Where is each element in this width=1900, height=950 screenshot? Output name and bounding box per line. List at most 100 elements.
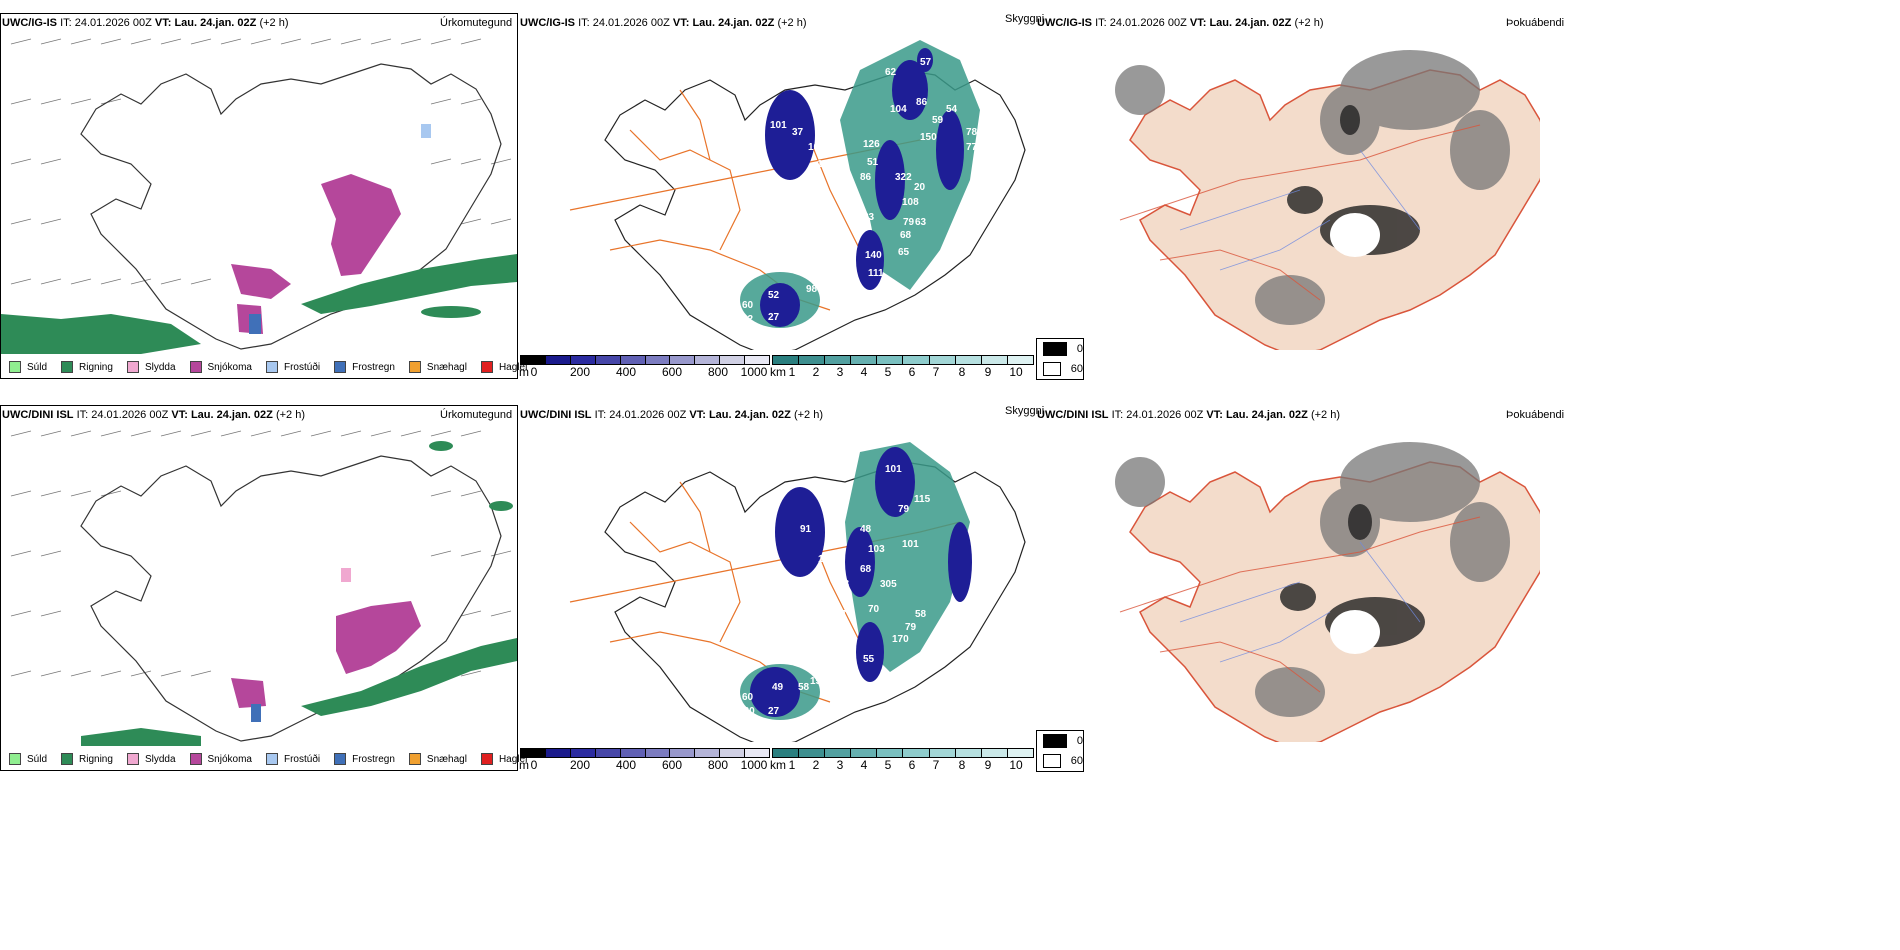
- cloud-value: 77: [966, 142, 978, 153]
- cloud-values-2: 84 101 79 115 101 91 107 48 103 68 82 30…: [650, 464, 931, 717]
- cloud-value: 68: [860, 564, 872, 575]
- cloud-value: 58: [798, 682, 810, 693]
- cloud-value: 104: [890, 104, 907, 115]
- cloud-value: 322: [895, 172, 912, 183]
- colorbar-swatch: [570, 356, 596, 364]
- cloud-value: 82: [790, 579, 802, 590]
- precip-legend-2: Súld Rigning Slydda Snjókoma Frostúði Fr…: [1, 748, 533, 770]
- colorbar-swatch: [620, 749, 646, 757]
- header-row-2-b: UWC/DINI ISL IT: 24.01.2026 00Z VT: Lau.…: [520, 409, 823, 421]
- header-row-1-c: UWC/IG-IS IT: 24.01.2026 00Z VT: Lau. 24…: [1037, 17, 1324, 29]
- cloud-value: 101: [885, 464, 902, 475]
- precip-type-map-2: [1, 406, 517, 746]
- wind-barbs: [10, 38, 512, 285]
- colorbar-swatch: [695, 356, 721, 364]
- colorbar-swatch: [773, 356, 800, 364]
- colorbar-swatch: [595, 749, 621, 757]
- precip-type-panel-1: Súld Rigning Slydda Snjókoma Frostúði Fr…: [0, 13, 527, 379]
- fog-legend-1: 0 60: [1036, 338, 1084, 380]
- cloud-value: 60: [742, 300, 754, 311]
- cloud-value: 57: [920, 57, 932, 68]
- colorbar-swatch: [645, 356, 671, 364]
- cloud-value: 84: [650, 464, 662, 475]
- colorbar-swatch: [773, 749, 800, 757]
- panel-title-cloud-1: Skyggni: [1005, 13, 1045, 25]
- colorbar-swatch: [825, 356, 852, 364]
- cloud-value: 83: [863, 212, 875, 223]
- cloud-value: 37: [792, 127, 804, 138]
- panel-title-precip-1: Úrkomutegund: [440, 17, 513, 29]
- cloud-value: 65: [898, 247, 910, 258]
- cloud-value: 22: [742, 314, 754, 325]
- colorbar-swatch: [981, 749, 1008, 757]
- cloud-value: 58: [915, 609, 927, 620]
- cloud-value: 48: [860, 524, 872, 535]
- visibility-colorbar-1: km 1 2 3 4 5 6 7 8 9 10: [770, 355, 1034, 379]
- cloud-value: 107: [808, 142, 825, 153]
- cloud-value: 27: [768, 706, 780, 717]
- colorbar-swatch: [877, 356, 904, 364]
- cloud-value: 120: [738, 706, 755, 717]
- cloud-value: 86: [860, 172, 872, 183]
- colorbar-swatch: [1007, 749, 1033, 757]
- cloud-value: 51: [867, 157, 879, 168]
- precip-snow: [231, 174, 401, 334]
- fog-map-1: [1115, 50, 1540, 350]
- cloud-value: 96: [645, 77, 657, 88]
- panel-title-fog-1: Þokuábendi: [1506, 17, 1565, 29]
- header-row-1-b: UWC/IG-IS IT: 24.01.2026 00Z VT: Lau. 24…: [520, 17, 807, 29]
- precip-rain: [1, 254, 517, 354]
- cloud-value: 109: [817, 159, 834, 170]
- colorbar-swatch: [695, 749, 721, 757]
- fog-legend-2: 0 60: [1036, 730, 1084, 772]
- colorbar-swatch: [851, 749, 878, 757]
- cloud-value: 55: [863, 654, 875, 665]
- visibility-colorbar-2: km 1 2 3 4 5 6 7 8 9 10: [770, 748, 1034, 772]
- fog-map-2: [1115, 442, 1540, 742]
- precip-type-map-1: [1, 14, 517, 354]
- cloud-value: 20: [914, 182, 926, 193]
- colorbar-swatch: [929, 749, 956, 757]
- colorbar-swatch: [645, 749, 671, 757]
- cloud-value: 49: [772, 682, 784, 693]
- cloud-value: 52: [768, 290, 780, 301]
- cloud-value: 86: [916, 97, 928, 108]
- colorbar-swatch: [521, 356, 546, 364]
- cloud-value: 115: [914, 494, 931, 505]
- colorbar-swatch: [570, 749, 596, 757]
- cloud-value: 150: [920, 132, 937, 143]
- cloud-value: 78: [966, 127, 978, 138]
- cloud-value: 140: [865, 250, 882, 261]
- cloud-value: 98: [806, 284, 818, 295]
- colorbar-swatch: [955, 749, 982, 757]
- colorbar-swatch: [745, 749, 770, 757]
- colorbar-swatch: [903, 749, 930, 757]
- colorbar-swatch: [955, 356, 982, 364]
- cloud-value: 68: [900, 230, 912, 241]
- cloud-value: 59: [932, 115, 944, 126]
- cloud-value: 68: [838, 579, 850, 590]
- panel-title-cloud-2: Skyggni: [1005, 405, 1045, 417]
- colorbar-swatch: [903, 356, 930, 364]
- colorbar-swatch: [595, 356, 621, 364]
- cloud-value: 170: [892, 634, 909, 645]
- colorbar-swatch: [877, 749, 904, 757]
- panel-title-precip-2: Úrkomutegund: [440, 409, 513, 421]
- cloud-value: 103: [868, 544, 885, 555]
- cloud-value: 27: [768, 312, 780, 323]
- cloud-value: 70: [868, 604, 880, 615]
- colorbar-swatch: [851, 356, 878, 364]
- colorbar-swatch: [799, 356, 826, 364]
- colorbar-swatch: [545, 749, 571, 757]
- ceiling-colorbar-2: m 0 200 400 600 800 1000: [519, 748, 770, 772]
- colorbar-swatch: [720, 749, 746, 757]
- cloud-map-1: 96 57 62 104 86 54 59 150 78 77 104 101 …: [569, 40, 1026, 350]
- cloud-value: 117: [830, 609, 847, 620]
- precip-type-panel-2: Súld Rigning Slydda Snjókoma Frostúði Fr…: [0, 405, 527, 771]
- colorbar-swatch: [670, 749, 696, 757]
- cloud-value: 107: [818, 554, 835, 565]
- header-row-2-c: UWC/DINI ISL IT: 24.01.2026 00Z VT: Lau.…: [1037, 409, 1340, 421]
- cloud-value: 102: [838, 192, 855, 203]
- cloud-map-2: 84 101 79 115 101 91 107 48 103 68 82 30…: [569, 442, 1026, 742]
- colorbar-swatch: [521, 749, 546, 757]
